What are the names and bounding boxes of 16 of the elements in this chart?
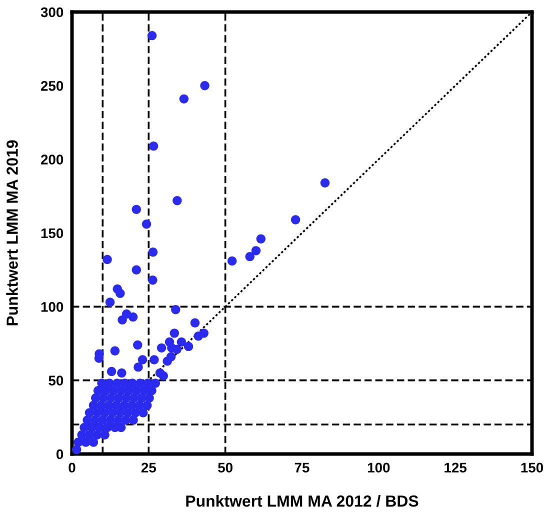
y-tick-label: 250 [40,81,64,91]
y-tick-label: 300 [40,7,64,18]
x-tick-label: 100 [368,462,390,473]
y-axis-title: Punktwert LMM MA 2019 [6,140,18,326]
y-tick-label: 0 [56,449,64,460]
x-tick-label: 0 [68,462,76,473]
x-axis-title: Punktwert LMM MA 2012 / BDS [186,495,418,507]
x-tick-label: 150 [521,462,544,473]
x-tick-label: 50 [218,462,232,473]
x-tick-label: 25 [141,462,156,473]
y-tick-label: 150 [41,228,64,238]
x-tick-label: 125 [444,462,467,473]
y-tick-label: 50 [48,376,64,386]
y-tick-label: 200 [40,154,64,165]
y-tick-label: 100 [41,302,64,312]
x-tick-label: 75 [294,462,310,473]
